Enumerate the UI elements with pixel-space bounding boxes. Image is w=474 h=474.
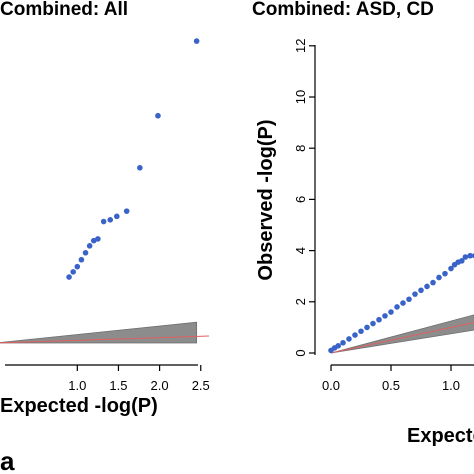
left-x-ticks: 1.0 1.5 2.0 2.5	[68, 365, 210, 393]
left-x-tick-label-3: 2.5	[192, 378, 210, 393]
right-point-26	[467, 252, 474, 259]
right-data-points	[328, 252, 474, 354]
right-y-tick-label-1: 2	[293, 298, 308, 305]
left-point-0	[66, 274, 72, 280]
panel-tag: a	[0, 446, 15, 474]
left-x-axis-label: Expected -log(P)	[0, 395, 158, 417]
right-x-ticks: 0.0 0.5 1.0	[322, 365, 460, 393]
right-null-line	[330, 321, 474, 354]
left-point-10	[114, 213, 120, 220]
right-y-tick-label-4: 8	[293, 145, 308, 152]
right-point-25	[462, 254, 469, 260]
right-panel: Combined: ASD, CD 0.0 0.5 1.0 0 2 4 6 8 10 12 Ob…	[252, 0, 474, 447]
right-y-ticks: 0 2 4 6 8 10 12	[293, 39, 315, 357]
left-point-12	[137, 164, 143, 171]
right-x-tick-label-1: 0.5	[382, 378, 400, 393]
right-point-19	[436, 274, 442, 281]
left-point-3	[78, 256, 85, 263]
left-point-14	[193, 38, 200, 44]
right-point-24	[459, 258, 465, 264]
right-point-14	[406, 296, 412, 303]
left-null-line	[0, 335, 209, 344]
right-point-12	[394, 304, 400, 310]
right-point-15	[412, 291, 418, 297]
right-y-tick-label-6: 12	[293, 39, 308, 53]
right-y-axis-label: Observed -log(P)	[255, 119, 277, 280]
left-point-1	[70, 269, 76, 275]
left-null-line-path	[0, 335, 209, 344]
right-point-11	[388, 309, 394, 315]
right-x-tick-label-2: 1.0	[442, 378, 460, 393]
right-point-17	[424, 283, 430, 290]
left-point-2	[74, 263, 81, 270]
right-y-tick-label-5: 10	[293, 90, 308, 104]
right-y-tick-label-3: 6	[293, 196, 308, 203]
right-null-line-path	[330, 321, 474, 354]
left-point-8	[100, 218, 107, 225]
right-point-8	[370, 320, 376, 327]
right-y-tick-label-2: 4	[293, 247, 308, 254]
right-y-tick-label-0: 0	[293, 349, 308, 356]
left-panel-title: Combined: All	[0, 0, 128, 20]
right-point-5	[352, 332, 358, 338]
left-data-points	[66, 38, 200, 280]
right-point-3	[340, 339, 346, 346]
right-point-2	[335, 343, 342, 349]
left-point-7	[95, 236, 101, 242]
left-x-tick-label-0: 1.0	[68, 378, 86, 393]
right-point-20	[442, 270, 448, 277]
right-point-4	[346, 336, 352, 342]
left-point-13	[155, 112, 161, 119]
left-point-5	[86, 243, 93, 249]
left-x-tick-label-2: 2.0	[151, 378, 169, 393]
left-point-4	[82, 249, 89, 256]
right-point-7	[364, 324, 370, 331]
left-x-tick-label-1: 1.5	[109, 378, 127, 393]
right-point-6	[358, 328, 364, 335]
left-point-9	[107, 217, 114, 223]
right-point-16	[418, 287, 424, 294]
right-confidence-band	[330, 314, 474, 354]
right-point-9	[376, 316, 382, 323]
right-point-10	[382, 313, 388, 319]
left-point-11	[123, 208, 130, 214]
right-x-tick-label-0: 0.0	[322, 378, 340, 393]
right-band-shape	[330, 314, 474, 354]
right-point-21	[448, 265, 454, 272]
right-point-18	[430, 279, 436, 286]
right-panel-title: Combined: ASD, CD	[252, 0, 434, 20]
left-panel: Combined: All 1.0 1.5 2.0 2.5 Expected -log…	[0, 0, 210, 474]
right-point-13	[400, 300, 406, 306]
right-x-axis-label: Expected -log(P)	[407, 425, 474, 447]
